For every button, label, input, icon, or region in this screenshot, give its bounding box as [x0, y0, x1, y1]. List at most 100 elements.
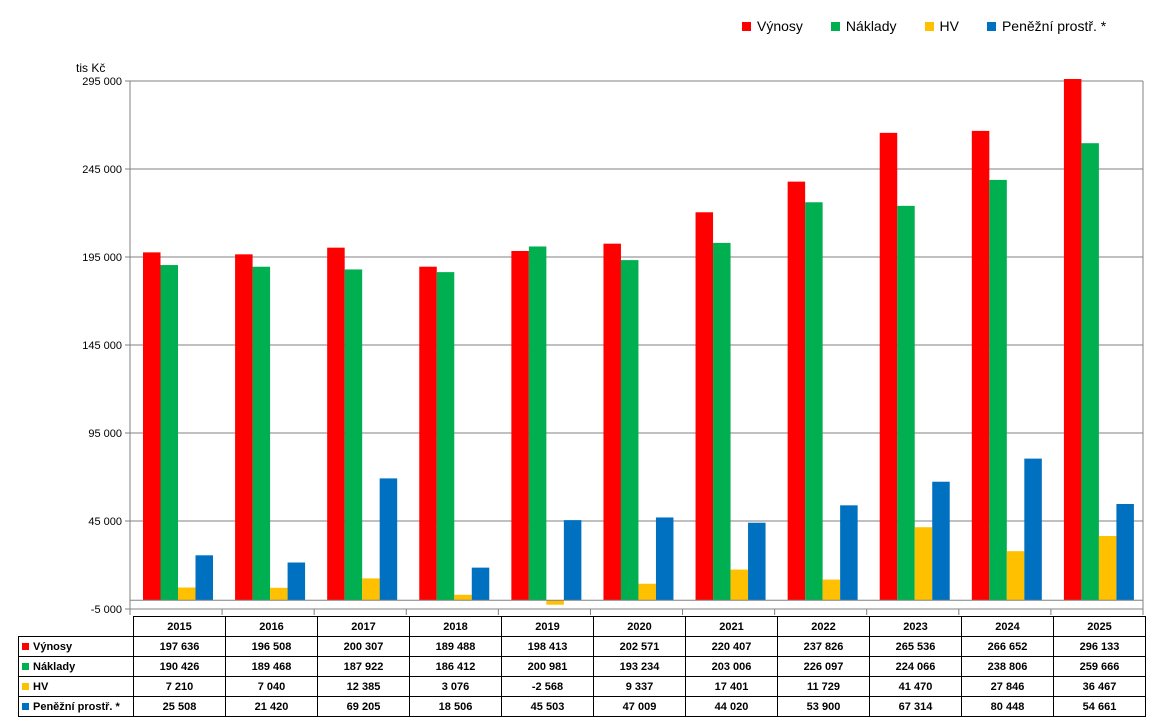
table-swatch-penezni [22, 703, 29, 711]
bar-penezni-2020 [655, 517, 674, 601]
y-tick-label: 45 000 [88, 516, 122, 528]
legend-swatch-vynosy [742, 21, 751, 31]
table-cell: 238 806 [961, 656, 1054, 677]
table-cell: 259 666 [1053, 656, 1146, 677]
bar-naklady-2021 [713, 242, 731, 601]
table-series-name: HV [33, 680, 49, 693]
bar-vynosy-2015 [143, 252, 161, 601]
table-row-naklady: Náklady 190 426 189 468 187 922 186 412 200 9… [18, 656, 1146, 677]
bar-hv-2016 [270, 587, 288, 601]
table-cell: 36 467 [1053, 676, 1146, 697]
bar-naklady-2020 [620, 260, 639, 601]
y-tick-label: 145 000 [82, 340, 122, 352]
table-cell: 296 133 [1053, 636, 1146, 657]
bar-hv-2018 [454, 594, 472, 601]
table-cell: 200 981 [501, 656, 594, 677]
bar-penezni-2022 [840, 505, 858, 601]
table-cell: -2 568 [501, 676, 594, 697]
bar-vynosy-2023 [879, 132, 898, 601]
table-row-label-penezni: Peněžní prostř. * [18, 696, 134, 717]
table-cell: 18 506 [409, 696, 502, 717]
legend-swatch-penezni [986, 21, 996, 31]
table-cell: 69 205 [317, 696, 410, 717]
table-cell: 9 337 [593, 676, 686, 697]
data-table: 2015 2016 2017 2018 2019 2020 2021 2022 2023 2024… [18, 616, 1146, 717]
bar-penezni-2023 [932, 481, 950, 601]
table-cell: 7 040 [225, 676, 318, 697]
bar-naklady-2022 [805, 202, 823, 601]
table-series-name: Peněžní prostř. * [33, 700, 120, 713]
bar-penezni-2025 [1116, 503, 1134, 601]
table-corner [18, 616, 134, 637]
table-year-header: 2022 [777, 616, 870, 637]
table-cell: 11 729 [777, 676, 870, 697]
table-cell: 193 234 [593, 656, 686, 677]
table-cell: 41 470 [869, 676, 962, 697]
table-series-name: Náklady [33, 660, 76, 673]
bar-vynosy-2025 [1063, 79, 1082, 601]
table-cell: 54 661 [1053, 696, 1146, 717]
table-series-name: Výnosy [33, 640, 73, 653]
table-cell: 265 536 [869, 636, 962, 657]
table-year-header: 2019 [501, 616, 594, 637]
bar-hv-2024 [1006, 551, 1025, 601]
legend-swatch-hv [924, 21, 934, 31]
y-tick-label: -5 000 [91, 604, 122, 616]
bar-naklady-2015 [160, 265, 178, 601]
table-cell: 67 314 [869, 696, 962, 717]
table-cell: 21 420 [225, 696, 318, 717]
legend-label-penezni: Peněžní prostř. * [1001, 18, 1107, 34]
table-year-header: 2021 [685, 616, 778, 637]
table-cell: 200 307 [317, 636, 410, 657]
table-cell: 198 413 [501, 636, 594, 657]
legend-item-vynosy: Výnosy [742, 18, 803, 34]
bar-naklady-2017 [344, 269, 363, 601]
chart-legend: Výnosy Náklady HV Peněžní prostř. * [742, 18, 1134, 34]
table-year-header: 2024 [961, 616, 1054, 637]
bar-penezni-2016 [287, 562, 306, 601]
legend-item-hv: HV [924, 18, 959, 34]
y-tick-label: 295 000 [82, 76, 122, 88]
table-cell: 186 412 [409, 656, 502, 677]
table-cell: 44 020 [685, 696, 778, 717]
bar-hv-2017 [362, 578, 380, 601]
bar-naklady-2023 [897, 205, 915, 601]
bar-penezni-2021 [748, 522, 766, 601]
bar-naklady-2019 [528, 246, 547, 601]
table-row-vynosy: Výnosy 197 636 196 508 200 307 189 488 198 41… [18, 636, 1146, 657]
table-cell: 7 210 [133, 676, 226, 697]
bar-naklady-2025 [1081, 143, 1099, 601]
table-cell: 220 407 [685, 636, 778, 657]
bar-vynosy-2022 [787, 181, 806, 601]
table-cell: 53 900 [777, 696, 870, 717]
table-cell: 226 097 [777, 656, 870, 677]
table-cell: 237 826 [777, 636, 870, 657]
bar-vynosy-2016 [235, 254, 253, 601]
table-year-header: 2020 [593, 616, 686, 637]
table-cell: 189 468 [225, 656, 318, 677]
table-row-label-vynosy: Výnosy [18, 636, 134, 657]
table-cell: 197 636 [133, 636, 226, 657]
bar-vynosy-2021 [695, 212, 714, 601]
table-year-header: 2025 [1053, 616, 1146, 637]
table-year-header: 2017 [317, 616, 410, 637]
table-cell: 12 385 [317, 676, 410, 697]
table-header-row: 2015 2016 2017 2018 2019 2020 2021 2022 2023 2024… [18, 616, 1146, 637]
table-cell: 17 401 [685, 676, 778, 697]
bar-penezni-2017 [379, 478, 398, 601]
table-year-header: 2023 [869, 616, 962, 637]
bar-hv-2023 [914, 527, 933, 601]
table-swatch-hv [22, 683, 29, 691]
legend-label-hv: HV [939, 18, 959, 34]
bar-naklady-2016 [252, 266, 271, 601]
bar-penezni-2024 [1024, 458, 1042, 601]
table-year-header: 2016 [225, 616, 318, 637]
table-cell: 27 846 [961, 676, 1054, 697]
bar-naklady-2018 [436, 272, 455, 601]
legend-item-naklady: Náklady [830, 18, 897, 34]
table-cell: 190 426 [133, 656, 226, 677]
table-cell: 266 652 [961, 636, 1054, 657]
table-year-header: 2018 [409, 616, 502, 637]
table-swatch-vynosy [22, 643, 29, 651]
